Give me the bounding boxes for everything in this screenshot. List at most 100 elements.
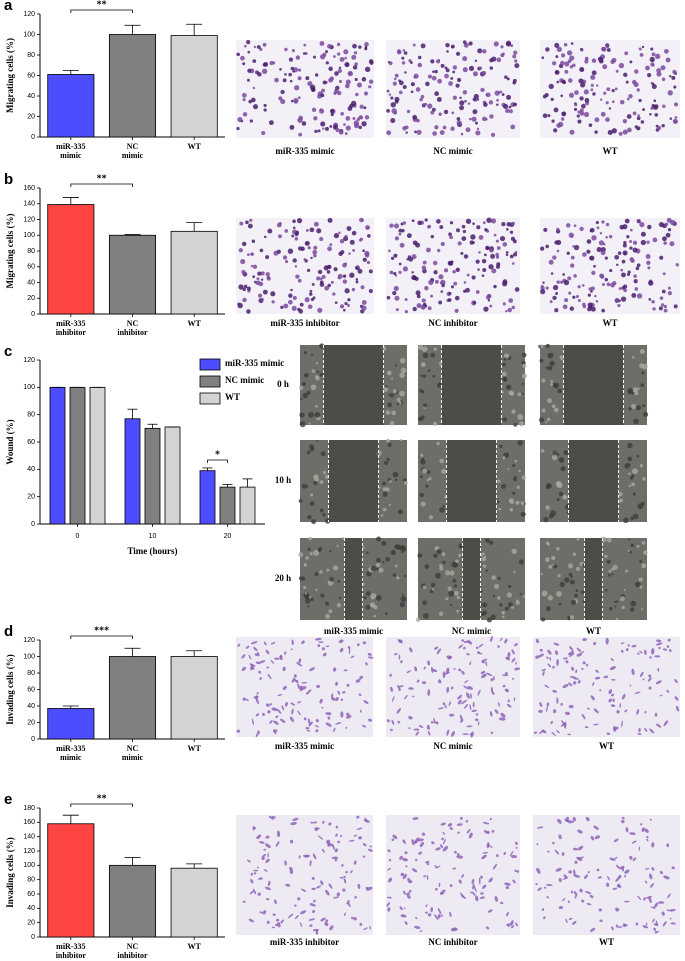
cell xyxy=(346,226,352,231)
cell xyxy=(609,666,616,671)
cell xyxy=(495,252,499,257)
cell xyxy=(541,908,545,911)
cell xyxy=(325,601,330,606)
cell xyxy=(388,877,393,883)
cell xyxy=(623,900,630,903)
cell xyxy=(325,722,332,727)
cell xyxy=(433,421,437,426)
cell xyxy=(556,546,560,551)
cell xyxy=(440,290,444,294)
cell xyxy=(309,924,313,927)
cell xyxy=(447,823,453,827)
cell xyxy=(392,471,399,478)
cell xyxy=(573,874,581,878)
cell xyxy=(512,677,515,680)
cell xyxy=(426,862,430,866)
cell xyxy=(455,228,460,233)
cell xyxy=(636,544,640,548)
cell xyxy=(420,374,423,377)
cell xyxy=(298,658,302,664)
cell xyxy=(396,708,402,714)
cell xyxy=(362,641,367,645)
cell xyxy=(555,292,559,295)
cell xyxy=(545,884,553,887)
cell xyxy=(635,266,640,271)
cell xyxy=(448,701,452,706)
cell xyxy=(601,46,607,52)
cell xyxy=(386,109,390,113)
cell xyxy=(454,850,457,854)
cell xyxy=(349,272,355,278)
cell xyxy=(562,304,568,310)
cell xyxy=(620,296,627,302)
cell xyxy=(345,125,351,131)
cell xyxy=(439,507,445,513)
cell xyxy=(579,226,584,232)
cell xyxy=(576,537,580,541)
cell xyxy=(551,555,556,561)
cell xyxy=(615,600,619,603)
cell xyxy=(320,93,325,98)
cell xyxy=(477,48,483,54)
cell xyxy=(568,704,574,709)
cell xyxy=(293,98,299,104)
cell xyxy=(326,265,331,269)
cell xyxy=(350,916,354,920)
cell xyxy=(329,925,334,931)
cell xyxy=(589,255,595,261)
cell xyxy=(262,910,267,915)
cell xyxy=(267,673,272,680)
cell xyxy=(581,590,585,594)
cell xyxy=(396,576,400,580)
cell xyxy=(338,251,343,257)
cell xyxy=(420,362,426,367)
cell xyxy=(338,79,343,84)
cell xyxy=(266,920,270,924)
cell xyxy=(581,667,584,671)
cell xyxy=(558,602,562,606)
cell xyxy=(329,124,333,128)
cell xyxy=(319,372,324,377)
cell xyxy=(478,643,484,648)
cell xyxy=(629,855,633,860)
cell xyxy=(513,570,516,574)
cell xyxy=(655,642,663,646)
cell xyxy=(565,711,571,716)
cell xyxy=(486,830,490,835)
cell xyxy=(319,41,325,46)
cell xyxy=(606,882,610,887)
cell xyxy=(625,827,629,833)
cell xyxy=(542,670,545,677)
cell xyxy=(466,653,470,656)
cell xyxy=(612,564,618,570)
cell xyxy=(570,575,573,579)
cell xyxy=(246,309,251,314)
cell xyxy=(297,76,302,81)
cell xyxy=(458,879,462,884)
cell xyxy=(577,829,583,834)
cell xyxy=(442,846,449,852)
cell xyxy=(434,914,439,920)
cell xyxy=(427,913,432,917)
cell xyxy=(339,238,345,244)
cell xyxy=(560,720,566,725)
micrograph xyxy=(236,40,374,138)
cell xyxy=(241,92,247,98)
cell xyxy=(386,89,390,93)
cell xyxy=(289,124,295,130)
cell xyxy=(344,61,350,68)
cell xyxy=(322,80,327,85)
cell xyxy=(456,609,460,613)
cell xyxy=(615,617,619,621)
cell xyxy=(252,86,256,90)
cell xyxy=(387,442,392,448)
cell xyxy=(438,882,441,888)
cell xyxy=(336,90,342,96)
y-tick-label: 40 xyxy=(27,905,35,912)
cell xyxy=(467,640,473,645)
cell xyxy=(330,112,334,117)
cell xyxy=(622,118,628,124)
cell xyxy=(390,96,394,100)
cell xyxy=(492,863,497,870)
cell xyxy=(411,839,415,846)
